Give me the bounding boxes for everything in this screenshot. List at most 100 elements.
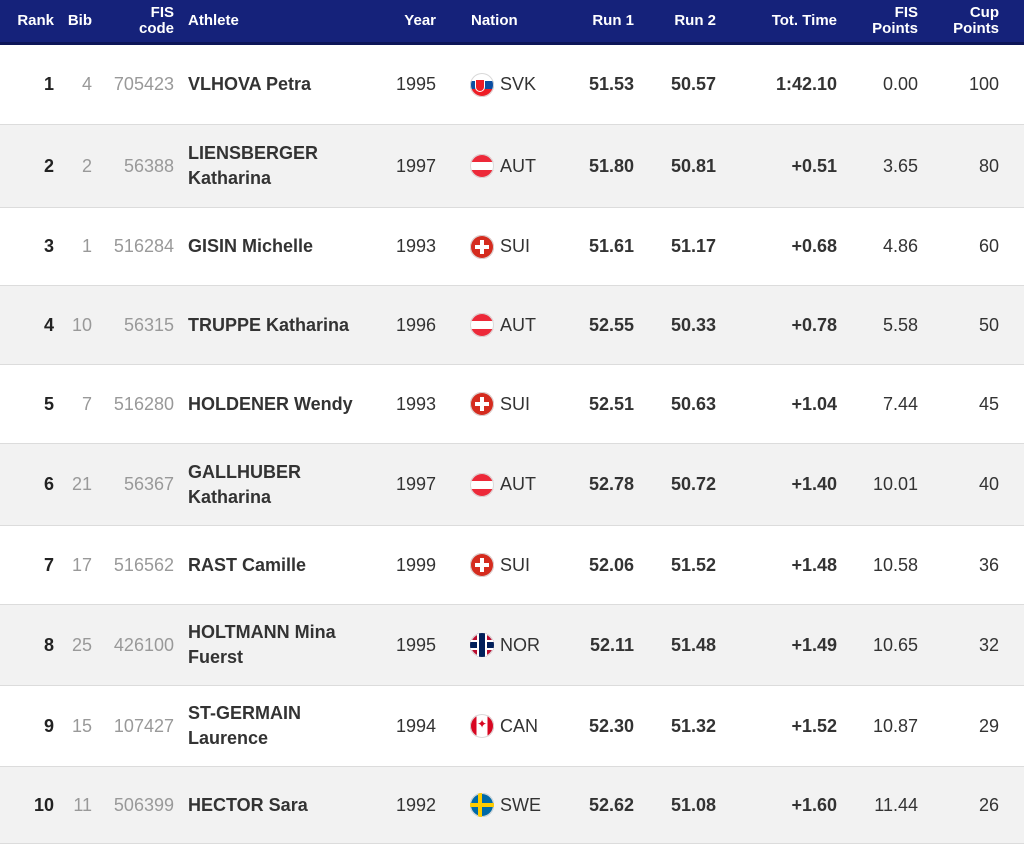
table-row[interactable]: 2 2 56388 LIENSBERGER Katharina 1997 AUT 51.80 5… [0,125,1024,208]
rank-cell: 1 [43,74,54,94]
run2-cell: 50.81 [670,155,716,176]
cup-points-cell: 60 [978,236,999,256]
nation-code: SWE [500,794,542,815]
run2-cell: 51.32 [670,715,716,736]
can-flag-icon [470,714,494,738]
run2-cell: 51.08 [670,794,716,815]
aut-flag-icon [470,472,494,497]
fis-points-cell: 10.58 [872,554,918,575]
total-time-cell: +1.04 [791,393,837,414]
nation-cell: AUT [470,313,560,337]
run1-cell: 51.53 [588,74,634,94]
run2-cell: 50.63 [670,393,716,414]
fis-points-cell: 10.87 [872,715,918,736]
bib-cell: 7 [81,393,92,414]
nation-cell: SUI [470,392,560,416]
rank-cell: 3 [43,236,54,256]
bib-cell: 15 [71,715,92,736]
total-time-cell: +0.68 [791,236,837,256]
header-fis-points-line2: Points [872,20,918,37]
year-cell: 1995 [395,634,436,655]
nation-code: SUI [500,554,531,575]
athlete-name[interactable]: ST-GERMAIN Laurence [188,701,378,751]
nation-cell: SWE [470,793,560,817]
header-fis-code-line2: code [138,20,174,37]
athlete-name[interactable]: HOLDENER Wendy [188,392,378,417]
athlete-name[interactable]: HECTOR Sara [188,793,378,818]
table-row[interactable]: 8 25 426100 HOLTMANN Mina Fuerst 1995 NOR 52.11… [0,605,1024,686]
fis-points-cell: 11.44 [874,794,918,815]
athlete-name-line1: HOLDENER Wendy [188,393,353,414]
fis-points-cell: 5.58 [882,314,918,335]
table-row[interactable]: 7 17 516562 RAST Camille 1999 SUI 52.06 51.52 +1… [0,526,1024,605]
nation-cell: SUI [470,553,560,577]
header-athlete[interactable]: Athlete [188,12,239,29]
table-row[interactable]: 4 10 56315 TRUPPE Katharina 1996 AUT 52.55 50.3… [0,286,1024,365]
bib-cell: 25 [71,634,92,655]
header-cup-points[interactable]: Cup Points [940,5,999,37]
nation-cell: CAN [470,714,560,738]
athlete-name[interactable]: RAST Camille [188,553,378,578]
athlete-name-line1: GALLHUBER [188,461,301,482]
athlete-name[interactable]: LIENSBERGER Katharina [188,141,378,191]
athlete-name-line1: GISIN Michelle [188,236,314,256]
total-time-cell: +0.78 [791,314,837,335]
athlete-name[interactable]: GALLHUBER Katharina [188,460,378,510]
year-cell: 1999 [395,554,436,575]
header-year[interactable]: Year [404,12,436,29]
run2-cell: 51.17 [670,236,716,256]
total-time-cell: +1.52 [791,715,837,736]
table-row[interactable]: 6 21 56367 GALLHUBER Katharina 1997 AUT 52.78 50… [0,444,1024,526]
header-rank[interactable]: Rank [17,12,54,29]
table-row[interactable]: 10 11 506399 HECTOR Sara 1992 SWE 52.62 51.08 +1… [0,767,1024,844]
bib-cell: 10 [71,314,92,335]
nation-code: AUT [500,314,536,335]
year-cell: 1997 [395,155,436,176]
nation-cell: SVK [470,72,560,97]
header-fis-code[interactable]: FIS code [110,5,174,37]
run1-cell: 51.61 [588,236,634,256]
header-run1[interactable]: Run 1 [592,12,634,29]
run1-cell: 51.80 [588,155,634,176]
athlete-name[interactable]: VLHOVA Petra [188,72,378,97]
rank-cell: 8 [43,634,54,655]
athlete-name-line2: Katharina [188,486,272,507]
nation-cell: AUT [470,154,560,178]
run1-cell: 52.11 [589,634,634,655]
rank-cell: 2 [43,155,54,176]
rank-cell: 7 [43,554,54,575]
athlete-name-line1: TRUPPE Katharina [188,314,350,335]
header-bib[interactable]: Bib [67,12,92,29]
athlete-name[interactable]: HOLTMANN Mina Fuerst [188,620,378,670]
fis-code-cell: 107427 [113,715,174,736]
athlete-name-line1: ST-GERMAIN [188,703,302,723]
run2-cell: 51.48 [670,634,716,655]
header-fis-points[interactable]: FIS Points [850,5,918,37]
header-nation[interactable]: Nation [471,12,518,29]
fis-points-cell: 3.65 [882,155,918,176]
table-row[interactable]: 1 4 705423 VLHOVA Petra 1995 SVK 51.53 50.57 1:4… [0,45,1024,125]
athlete-name[interactable]: GISIN Michelle [188,234,378,259]
table-row[interactable]: 3 1 516284 GISIN Michelle 1993 SUI 51.61 51.17 +… [0,208,1024,286]
header-fis-points-line1: FIS [894,4,918,21]
header-fis-code-line1: FIS [150,4,174,21]
fis-points-cell: 10.65 [872,634,918,655]
header-tot-time[interactable]: Tot. Time [771,12,837,29]
nation-code: NOR [500,634,540,655]
header-run2[interactable]: Run 2 [674,12,716,29]
cup-points-cell: 100 [968,74,999,94]
total-time-cell: +1.60 [791,794,837,815]
run1-cell: 52.51 [588,393,634,414]
athlete-name[interactable]: TRUPPE Katharina [188,313,378,338]
table-row[interactable]: 5 7 516280 HOLDENER Wendy 1993 SUI 52.51 50.63 +… [0,365,1024,444]
athlete-name-line1: VLHOVA Petra [188,74,312,94]
header-cup-points-line1: Cup [969,4,999,21]
table-body: 1 4 705423 VLHOVA Petra 1995 SVK 51.53 50.57 1:4… [0,45,1024,844]
nor-flag-icon [470,633,494,657]
svk-flag-icon [470,72,494,97]
bib-cell: 21 [71,474,92,494]
fis-code-cell: 56315 [123,314,174,335]
athlete-name-line1: HOLTMANN Mina [188,622,336,642]
table-row[interactable]: 9 15 107427 ST-GERMAIN Laurence 1994 CAN 52.30 5… [0,686,1024,767]
